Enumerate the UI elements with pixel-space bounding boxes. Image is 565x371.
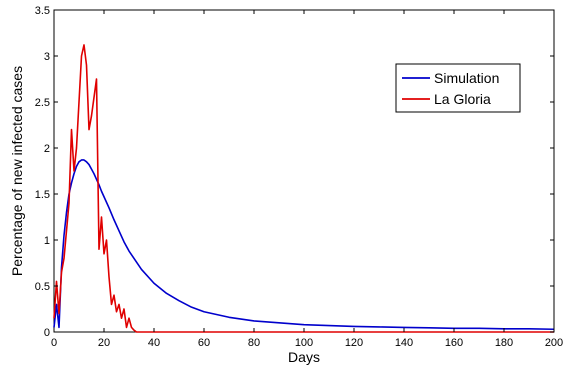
y-tick-label: 3 (44, 51, 50, 63)
legend-label-0: Simulation (434, 70, 499, 86)
y-axis-title: Percentage of new infected cases (9, 66, 25, 276)
series-line-0 (53, 159, 555, 331)
ticks-layer: 0 20 40 60 80 100 120 140 160 180 200 0 0.5 1 1.5 2 2.5 3… (35, 5, 563, 349)
y-tick-label: 3.5 (35, 5, 50, 17)
y-tick-label: 1.5 (35, 189, 50, 201)
x-axis-title: Days (288, 349, 320, 365)
x-tick-label: 60 (198, 337, 210, 349)
x-tick-label: 120 (345, 337, 363, 349)
y-tick-label: 1 (44, 235, 50, 247)
plot-area (53, 9, 555, 333)
x-tick-label: 140 (395, 337, 413, 349)
x-tick-label: 40 (148, 337, 160, 349)
x-tick-label: 160 (445, 337, 463, 349)
x-tick-label: 200 (545, 337, 563, 349)
x-tick-label: 180 (495, 337, 513, 349)
y-tick-label: 0.5 (35, 281, 50, 293)
legend: Simulation La Gloria (395, 63, 521, 113)
x-tick-label: 80 (248, 337, 260, 349)
x-tick-label: 20 (98, 337, 110, 349)
plot-frame (53, 9, 555, 333)
y-tick-label: 2 (44, 143, 50, 155)
y-tick-label: 0 (44, 327, 50, 339)
x-tick-label: 100 (295, 337, 313, 349)
y-tick-label: 2.5 (35, 97, 50, 109)
x-tick-label: 0 (51, 337, 57, 349)
legend-box (395, 63, 521, 113)
legend-label-1: La Gloria (434, 91, 491, 107)
